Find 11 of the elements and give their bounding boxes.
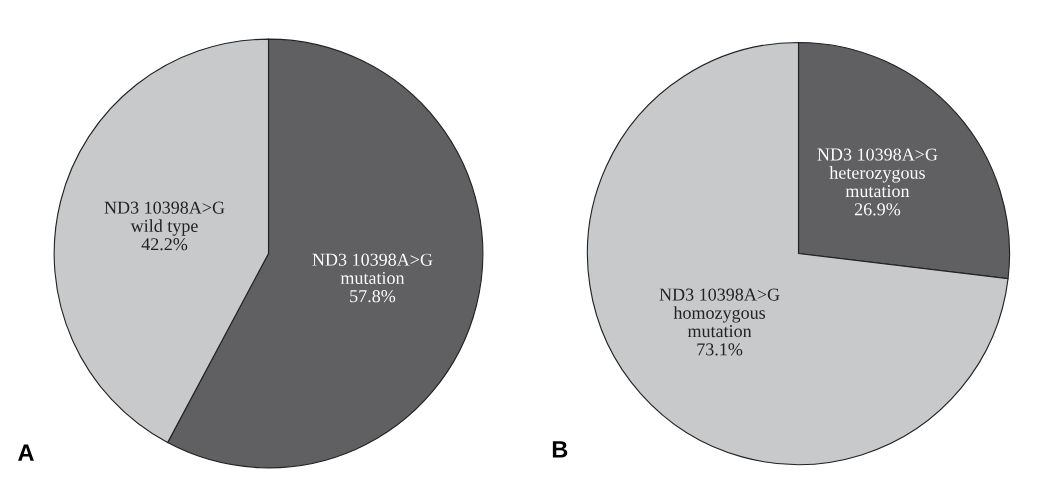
slice-label: ND3 10398A>G heterozygous mutation — [817, 148, 938, 198]
pie-slice — [586, 41, 1009, 466]
data-label: 73.1% — [697, 343, 743, 356]
slice-label: ND3 10398A>G mutation — [312, 253, 433, 285]
data-label: 26.9% — [854, 203, 901, 216]
text: A — [18, 444, 34, 461]
data-label: 42.2% — [141, 238, 188, 251]
data-label: 57.8% — [350, 290, 396, 303]
text: B — [552, 441, 568, 458]
slice-label: ND3 10398A>G homozygous mutation — [659, 288, 780, 338]
slice-label: ND3 10398A>G wild type — [104, 201, 225, 236]
